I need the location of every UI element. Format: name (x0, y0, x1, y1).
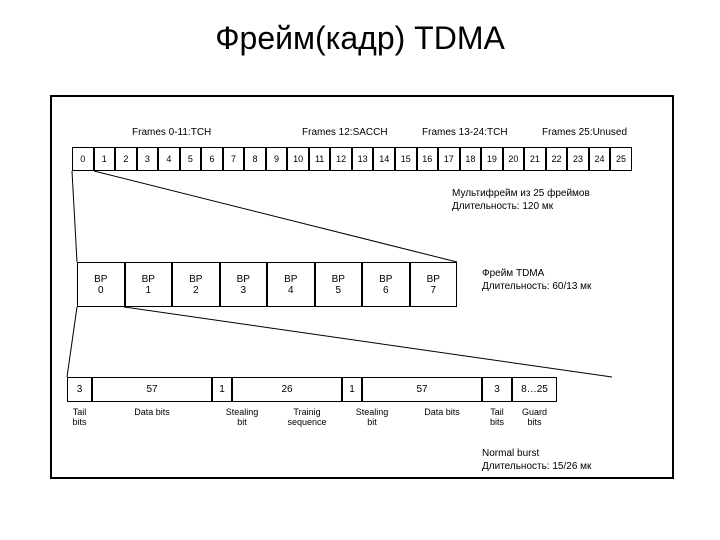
multiframe-cell: 12 (330, 147, 352, 171)
burst-segment: 3 (482, 377, 512, 402)
burst-segment: 57 (362, 377, 482, 402)
multiframe-cell: 23 (567, 147, 589, 171)
multiframe-cell: 19 (481, 147, 503, 171)
multiframe-cell: 15 (395, 147, 417, 171)
burst-label: Data bits (92, 407, 212, 427)
slot-cell: ВР0 (77, 262, 125, 307)
slot-cell: ВР1 (125, 262, 173, 307)
multiframe-cell: 20 (503, 147, 525, 171)
multiframe-cell: 1 (94, 147, 116, 171)
slot-cell: ВР2 (172, 262, 220, 307)
note-mf-l1: Мультифрейм из 25 фреймов (452, 187, 590, 200)
multiframe-cell: 6 (201, 147, 223, 171)
slot-cell: ВР7 (410, 262, 458, 307)
burst-label: Trainigsequence (272, 407, 342, 427)
multiframe-cell: 25 (610, 147, 632, 171)
burst-segment: 26 (232, 377, 342, 402)
multiframe-cell: 11 (309, 147, 331, 171)
burst-segment: 57 (92, 377, 212, 402)
slot-cell: ВР4 (267, 262, 315, 307)
multiframe-cell: 5 (180, 147, 202, 171)
label-frames-12: Frames 12:SACCH (302, 127, 388, 138)
note-frame: Фрейм TDMA Длительность: 60/13 мк (482, 267, 591, 293)
note-frame-l2: Длительность: 60/13 мк (482, 280, 591, 293)
burst-label: Guardbits (512, 407, 557, 427)
multiframe-cell: 4 (158, 147, 180, 171)
note-burst-l1: Normal burst (482, 447, 591, 460)
burst-label: Stealingbit (212, 407, 272, 427)
multiframe-cell: 10 (287, 147, 309, 171)
multiframe-cell: 21 (524, 147, 546, 171)
multiframe-cell: 0 (72, 147, 94, 171)
multiframe-cell: 18 (460, 147, 482, 171)
slot-cell: ВР3 (220, 262, 268, 307)
label-frames-13-24: Frames 13-24:TCH (422, 127, 508, 138)
multiframe-cell: 14 (373, 147, 395, 171)
burst-label: Stealingbit (342, 407, 402, 427)
tdma-diagram: Frames 0-11:TCH Frames 12:SACCH Frames 1… (50, 95, 674, 479)
multiframe-cell: 9 (266, 147, 288, 171)
multiframe-cell: 17 (438, 147, 460, 171)
multiframe-cell: 3 (137, 147, 159, 171)
note-burst-l2: Длительность: 15/26 мк (482, 460, 591, 473)
multiframe-cell: 8 (244, 147, 266, 171)
note-mf-l2: Длительность: 120 мк (452, 200, 590, 213)
multiframe-cell: 24 (589, 147, 611, 171)
multiframe-cell: 22 (546, 147, 568, 171)
note-burst: Normal burst Длительность: 15/26 мк (482, 447, 591, 473)
slot-cell: ВР6 (362, 262, 410, 307)
burst-labels: TailbitsData bitsStealingbitTrainigseque… (67, 407, 657, 427)
burst-label: Data bits (402, 407, 482, 427)
multiframe-cell: 16 (417, 147, 439, 171)
label-frames-25: Frames 25:Unused (542, 127, 627, 138)
multiframe-cell: 7 (223, 147, 245, 171)
multiframe-row: 0123456789101112131415161718192021222324… (72, 147, 632, 171)
burst-label: Tailbits (482, 407, 512, 427)
note-frame-l1: Фрейм TDMA (482, 267, 591, 280)
burst-row: 35712615738…25 (67, 377, 657, 402)
label-frames-0-11: Frames 0-11:TCH (132, 127, 211, 138)
slots-row: ВР0ВР1ВР2ВР3ВР4ВР5ВР6ВР7 (77, 262, 457, 307)
burst-segment: 8…25 (512, 377, 557, 402)
page-title: Фрейм(кадр) TDMA (0, 0, 720, 57)
burst-label: Tailbits (67, 407, 92, 427)
slot-cell: ВР5 (315, 262, 363, 307)
burst-segment: 1 (342, 377, 362, 402)
note-multiframe: Мультифрейм из 25 фреймов Длительность: … (452, 187, 590, 213)
burst-segment: 1 (212, 377, 232, 402)
multiframe-cell: 2 (115, 147, 137, 171)
burst-segment: 3 (67, 377, 92, 402)
multiframe-cell: 13 (352, 147, 374, 171)
